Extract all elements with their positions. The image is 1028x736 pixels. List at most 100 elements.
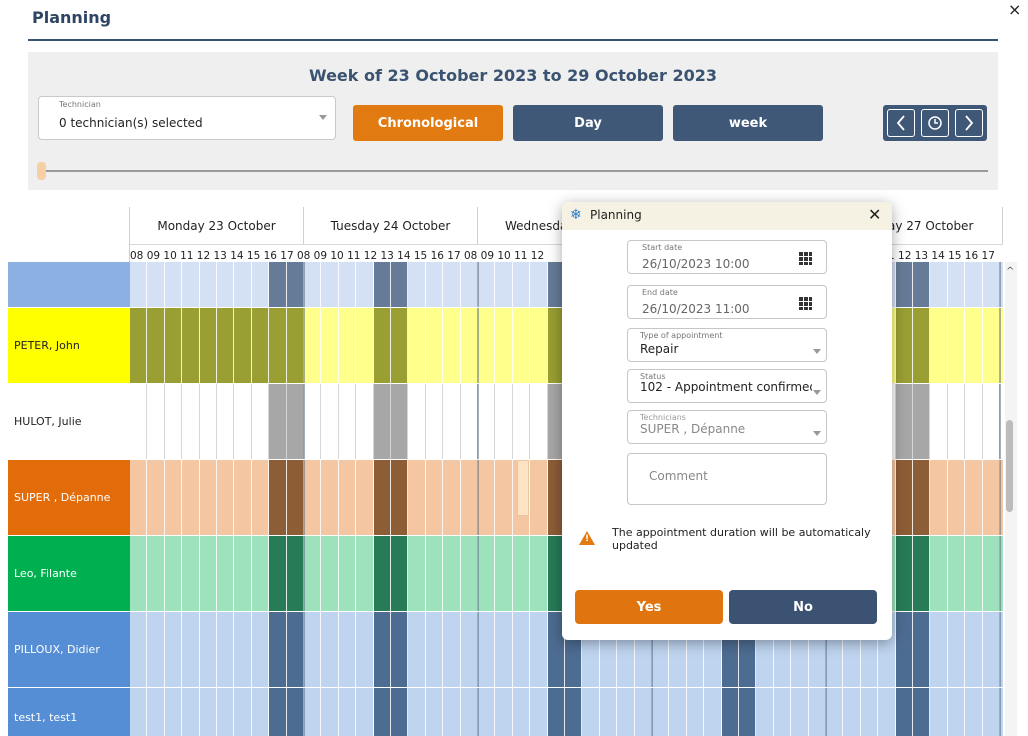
time-slot[interactable]	[200, 688, 217, 736]
time-slot[interactable]	[913, 536, 931, 611]
scroll-up-icon[interactable]: ^	[1006, 266, 1015, 277]
time-slot[interactable]	[669, 688, 687, 736]
time-slot[interactable]	[426, 308, 444, 383]
time-slot[interactable]	[495, 308, 513, 383]
time-slot[interactable]	[495, 536, 513, 611]
time-slot[interactable]	[426, 536, 444, 611]
time-slot[interactable]	[200, 262, 217, 307]
time-slot[interactable]	[913, 384, 931, 459]
time-slot[interactable]	[165, 688, 183, 736]
appointment-block[interactable]	[517, 460, 529, 516]
time-slot[interactable]	[478, 308, 496, 383]
time-slot[interactable]	[391, 308, 409, 383]
time-slot[interactable]	[286, 262, 304, 307]
time-slot[interactable]	[617, 688, 635, 736]
time-slot[interactable]	[774, 612, 792, 687]
time-slot[interactable]	[878, 460, 896, 535]
time-slot[interactable]	[495, 460, 513, 535]
time-slot[interactable]	[513, 536, 531, 611]
time-slot[interactable]	[983, 308, 1000, 383]
time-slot[interactable]	[251, 308, 270, 383]
time-slot[interactable]	[895, 688, 913, 736]
time-slot[interactable]	[373, 262, 391, 307]
time-slot[interactable]	[182, 460, 200, 535]
time-slot[interactable]	[356, 612, 374, 687]
time-slot[interactable]	[443, 688, 461, 736]
time-slot[interactable]	[861, 688, 879, 736]
time-slot[interactable]	[965, 612, 983, 687]
calendar-icon[interactable]	[799, 297, 812, 310]
time-slot[interactable]	[721, 688, 739, 736]
time-slot[interactable]	[252, 688, 270, 736]
time-slot[interactable]	[495, 384, 513, 459]
time-slot[interactable]	[304, 688, 322, 736]
time-slot[interactable]	[304, 308, 322, 383]
time-slot[interactable]	[269, 460, 287, 535]
time-slot[interactable]	[426, 384, 444, 459]
time-slot[interactable]	[443, 460, 461, 535]
time-slot[interactable]	[948, 612, 966, 687]
time-slot[interactable]	[147, 384, 165, 459]
time-slot[interactable]	[826, 688, 844, 736]
time-slot[interactable]	[147, 612, 165, 687]
time-slot[interactable]	[321, 460, 339, 535]
time-slot[interactable]	[252, 262, 270, 307]
time-slot[interactable]	[878, 308, 896, 383]
week-button[interactable]: week	[673, 105, 823, 141]
time-slot[interactable]	[165, 460, 183, 535]
time-slot[interactable]	[930, 612, 948, 687]
time-slot[interactable]	[547, 688, 565, 736]
time-slot[interactable]	[809, 688, 826, 736]
time-slot[interactable]	[321, 308, 339, 383]
time-slot[interactable]	[948, 262, 966, 307]
technician-row-slots[interactable]	[130, 688, 1003, 736]
time-slot[interactable]	[930, 688, 948, 736]
time-slot[interactable]	[861, 612, 879, 687]
time-slot[interactable]	[408, 536, 426, 611]
time-slot[interactable]	[339, 612, 357, 687]
time-slot[interactable]	[478, 612, 496, 687]
time-slot[interactable]	[234, 612, 252, 687]
time-slot[interactable]	[408, 384, 426, 459]
time-slot[interactable]	[217, 612, 235, 687]
time-slot[interactable]	[286, 460, 304, 535]
time-slot[interactable]	[965, 308, 983, 383]
time-slot[interactable]	[513, 688, 531, 736]
time-slot[interactable]	[234, 384, 252, 459]
time-slot[interactable]	[878, 536, 896, 611]
time-slot[interactable]	[513, 262, 531, 307]
time-slot[interactable]	[530, 384, 548, 459]
time-slot[interactable]	[600, 688, 618, 736]
time-slot[interactable]	[408, 460, 426, 535]
time-slot[interactable]	[182, 612, 200, 687]
time-slot[interactable]	[878, 612, 896, 687]
time-slot[interactable]	[373, 460, 391, 535]
time-slot[interactable]	[895, 536, 913, 611]
time-slot[interactable]	[652, 612, 670, 687]
time-slot[interactable]	[965, 536, 983, 611]
time-slot[interactable]	[339, 460, 357, 535]
time-slot[interactable]	[217, 536, 235, 611]
time-slot[interactable]	[965, 688, 983, 736]
time-slot[interactable]	[704, 688, 722, 736]
next-week-button[interactable]	[952, 105, 986, 141]
time-slot[interactable]	[147, 262, 165, 307]
time-slot[interactable]	[478, 536, 496, 611]
time-slot[interactable]	[617, 612, 635, 687]
time-slot[interactable]	[913, 612, 931, 687]
time-slot[interactable]	[843, 688, 861, 736]
time-slot[interactable]	[321, 384, 339, 459]
time-slot[interactable]	[339, 308, 357, 383]
time-slot[interactable]	[339, 688, 357, 736]
time-slot[interactable]	[199, 308, 217, 383]
time-slot[interactable]	[304, 262, 322, 307]
time-slot[interactable]	[356, 262, 374, 307]
time-slot[interactable]	[321, 536, 339, 611]
time-slot[interactable]	[930, 384, 948, 459]
time-slot[interactable]	[373, 536, 391, 611]
time-slot[interactable]	[791, 612, 809, 687]
time-slot[interactable]	[895, 384, 913, 459]
time-slot[interactable]	[269, 308, 287, 383]
day-button[interactable]: Day	[513, 105, 663, 141]
time-slot[interactable]	[495, 262, 513, 307]
